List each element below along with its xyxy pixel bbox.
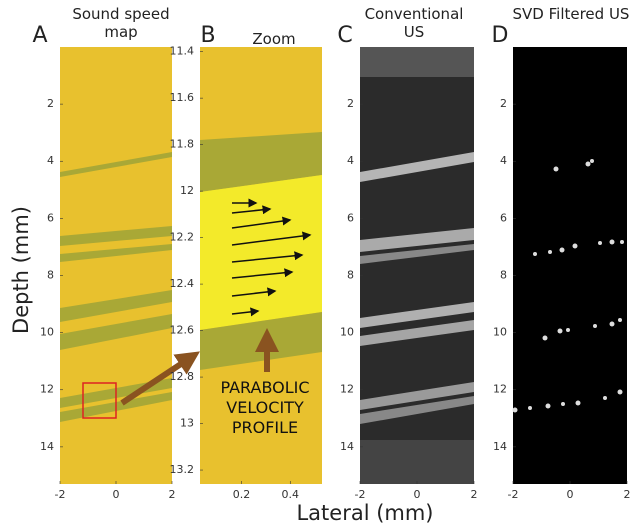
panel-title: Sound speed map xyxy=(72,5,170,41)
annotation: PARABOLIC VELOCITY PROFILE xyxy=(220,378,310,437)
y-tick-label: 2 xyxy=(347,97,354,110)
y-tick-label: 12.2 xyxy=(170,231,195,244)
y-axis-label: Depth (mm) xyxy=(9,206,33,334)
y-tick-label: 10 xyxy=(493,326,507,339)
x-tick-label: -2 xyxy=(55,488,66,501)
x-tick-label: 0 xyxy=(567,488,574,501)
conventional-us-image xyxy=(360,47,474,484)
x-tick-label: 2 xyxy=(471,488,478,501)
panel-title-box: Zoom xyxy=(252,30,296,48)
y-tick-label: 10 xyxy=(40,326,54,339)
x-tick-label: -2 xyxy=(508,488,519,501)
svd-filtered-image xyxy=(512,47,627,484)
panel-label: A xyxy=(32,23,47,48)
x-tick-label: -2 xyxy=(355,488,366,501)
panel-title-box: SVD Filtered US xyxy=(512,5,630,23)
y-tick-label: 8 xyxy=(47,268,54,281)
x-tick-label: 0.2 xyxy=(233,488,251,501)
y-tick-label: 12.6 xyxy=(170,324,195,337)
panel-title-box: Sound speed map xyxy=(72,5,170,41)
panel-label: B xyxy=(200,23,215,48)
y-tick-label: 2 xyxy=(500,97,507,110)
panel-title: Zoom xyxy=(252,30,296,48)
y-tick-label: 8 xyxy=(500,268,507,281)
panel-label: C xyxy=(337,23,352,48)
y-tick-label: 13 xyxy=(180,417,194,430)
y-tick-label: 14 xyxy=(340,440,354,453)
panel-title: Conventional US xyxy=(364,5,464,41)
y-tick-label: 11.8 xyxy=(170,138,195,151)
y-tick-label: 14 xyxy=(40,440,54,453)
y-tick-label: 11.4 xyxy=(170,45,195,58)
x-axis-label: Lateral (mm) xyxy=(296,501,433,525)
y-tick-label: 12 xyxy=(40,383,54,396)
y-tick-label: 12 xyxy=(493,383,507,396)
y-tick-label: 13.2 xyxy=(170,463,195,476)
y-tick-label: 2 xyxy=(47,97,54,110)
y-tick-label: 6 xyxy=(47,211,54,224)
zoom-image xyxy=(200,47,322,484)
y-tick-label: 6 xyxy=(500,211,507,224)
x-tick-label: 2 xyxy=(624,488,631,501)
x-tick-label: 2 xyxy=(169,488,176,501)
panel-label: D xyxy=(492,23,509,48)
x-tick-label: 0 xyxy=(414,488,421,501)
zoom-arrow xyxy=(120,351,201,406)
y-tick-label: 12.8 xyxy=(170,370,195,383)
panel-title: SVD Filtered US xyxy=(512,5,630,23)
y-tick-label: 8 xyxy=(347,268,354,281)
y-tick-label: 4 xyxy=(500,154,507,167)
y-tick-label: 12.4 xyxy=(170,277,195,290)
y-tick-label: 11.6 xyxy=(170,91,195,104)
x-tick-label: 0.4 xyxy=(282,488,300,501)
y-tick-label: 14 xyxy=(493,440,507,453)
sound-speed-image xyxy=(60,47,172,484)
x-tick-label: 0 xyxy=(113,488,120,501)
y-tick-label: 6 xyxy=(347,211,354,224)
y-tick-label: 10 xyxy=(340,326,354,339)
y-tick-label: 12 xyxy=(180,184,194,197)
annotation-box: PARABOLIC VELOCITY PROFILE xyxy=(220,378,310,437)
y-tick-label: 4 xyxy=(347,154,354,167)
y-tick-label: 12 xyxy=(340,383,354,396)
panel-title-box: Conventional US xyxy=(364,5,464,41)
y-tick-label: 4 xyxy=(47,154,54,167)
